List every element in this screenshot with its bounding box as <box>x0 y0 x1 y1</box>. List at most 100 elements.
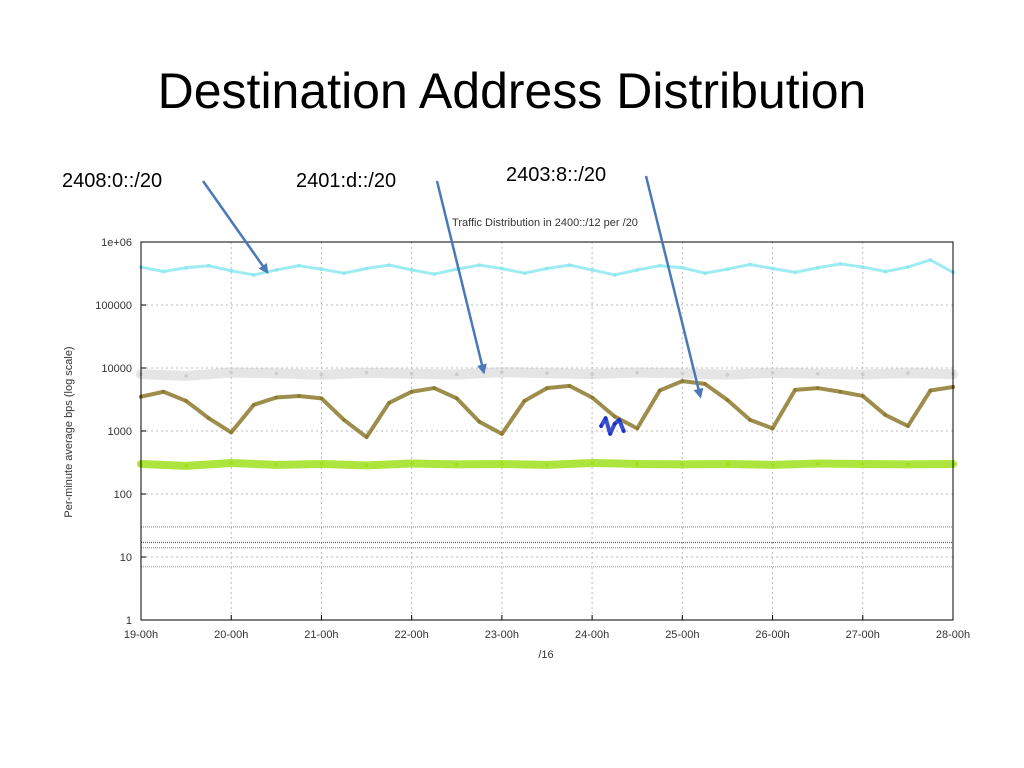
data-point <box>860 462 865 466</box>
callout-arrow <box>435 180 487 375</box>
data-point <box>770 463 775 467</box>
data-point <box>274 395 279 400</box>
y-tick-label: 100 <box>114 489 132 501</box>
x-tick-label: 28-00h <box>936 629 970 641</box>
data-point <box>387 401 391 405</box>
data-point <box>928 258 933 262</box>
data-point <box>454 462 459 467</box>
data-point <box>184 374 188 378</box>
data-point <box>229 370 234 375</box>
data-point <box>603 416 608 420</box>
data-point <box>229 430 234 435</box>
data-point <box>657 388 662 393</box>
chart-title: Traffic Distribution in 2400::/12 per /2… <box>452 217 638 229</box>
data-point <box>274 371 279 376</box>
data-point <box>500 462 504 466</box>
x-tick-label: 21-00h <box>304 629 338 641</box>
data-point <box>883 269 888 274</box>
data-point <box>522 271 527 275</box>
data-point <box>297 394 301 398</box>
data-point <box>319 462 324 466</box>
data-point <box>815 386 820 390</box>
data-point <box>364 370 369 375</box>
data-point <box>883 413 888 417</box>
data-point <box>748 418 752 422</box>
data-point <box>590 461 594 465</box>
callout-label-2408: 2408:0::/20 <box>62 170 163 192</box>
data-point <box>545 266 549 271</box>
data-point <box>161 389 166 394</box>
data-point <box>500 370 504 374</box>
data-point <box>251 273 256 277</box>
callout-label-2401: 2401:d::/20 <box>296 170 397 192</box>
data-point <box>680 265 685 270</box>
data-point <box>590 395 594 400</box>
x-tick-label: 27-00h <box>846 629 880 641</box>
data-point <box>635 370 640 375</box>
data-point <box>906 424 910 428</box>
data-point <box>703 271 707 275</box>
data-point <box>725 398 730 402</box>
data-point <box>635 426 640 431</box>
data-point <box>432 272 437 276</box>
x-tick-label: 26-00h <box>755 629 789 641</box>
y-tick-label: 10000 <box>101 363 132 375</box>
data-point <box>860 394 865 398</box>
y-tick-label: 100000 <box>95 300 132 312</box>
y-tick-label: 1e+06 <box>101 237 132 249</box>
data-point <box>545 386 549 390</box>
data-point <box>477 419 482 424</box>
data-point <box>206 416 211 420</box>
data-point <box>477 263 482 267</box>
data-point <box>680 462 685 467</box>
y-tick-label: 10 <box>120 552 132 564</box>
data-point <box>635 462 640 466</box>
data-point <box>815 461 820 466</box>
data-point <box>229 268 234 273</box>
data-point <box>274 268 279 272</box>
data-point <box>206 263 211 268</box>
data-point <box>409 461 414 466</box>
data-point <box>274 463 279 467</box>
y-axis-label: Per-minute average bps (log scale) <box>63 346 75 517</box>
data-point <box>184 399 188 403</box>
data-point <box>617 418 621 422</box>
data-point <box>364 266 369 271</box>
data-point <box>409 268 414 272</box>
data-point <box>703 382 707 386</box>
data-point <box>161 269 166 274</box>
data-point <box>522 399 527 403</box>
data-point <box>621 429 626 433</box>
data-point <box>680 371 685 376</box>
data-point <box>454 372 459 377</box>
slide-title: Destination Address Distribution <box>157 63 867 119</box>
data-point <box>454 396 459 401</box>
data-point <box>432 386 437 390</box>
data-point <box>342 271 346 275</box>
data-point <box>590 372 594 376</box>
data-point <box>567 384 572 388</box>
x-tick-label: 20-00h <box>214 629 248 641</box>
data-point <box>590 268 594 272</box>
data-point <box>409 389 414 394</box>
callout-arrow <box>201 180 269 274</box>
x-tick-label: 22-00h <box>395 629 429 641</box>
data-point <box>545 371 549 375</box>
data-point <box>815 265 820 270</box>
data-point <box>319 267 324 272</box>
data-point <box>599 424 603 428</box>
data-point <box>635 268 640 272</box>
data-point <box>567 263 572 267</box>
data-point <box>387 263 391 267</box>
data-point <box>860 265 865 269</box>
data-point <box>770 426 775 431</box>
data-point <box>184 265 188 270</box>
arrow-layer <box>201 175 704 399</box>
data-point <box>612 273 617 277</box>
data-point <box>906 371 910 375</box>
callout-arrow <box>644 175 704 399</box>
data-point <box>906 265 910 269</box>
data-point <box>364 435 369 439</box>
data-point <box>342 418 346 422</box>
callout-label-2403: 2403:8::/20 <box>506 164 607 186</box>
